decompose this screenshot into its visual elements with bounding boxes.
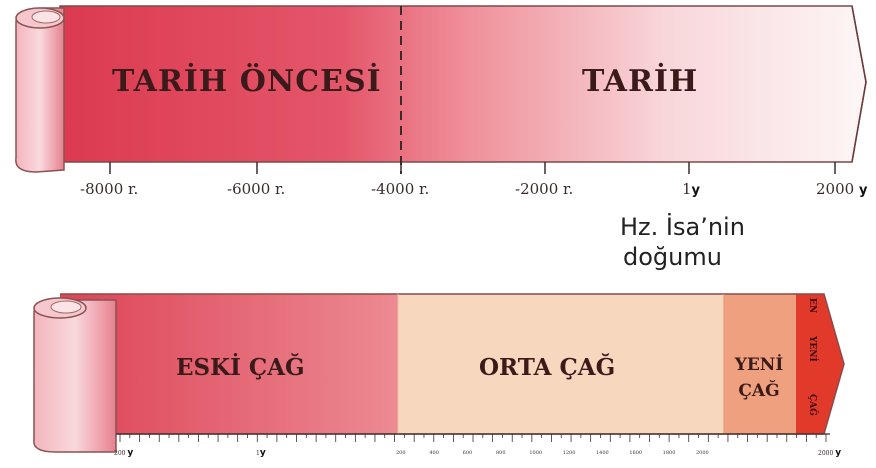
tick-label-minus-4000: -4000 r. [371,180,430,198]
axis2-minor-label: 2000 [696,450,709,456]
tick-label-minus-2000: -2000 r. [515,180,574,198]
axis2-end-label: 2000 y [818,448,842,458]
era-label-new: YENİ ÇAĞ [729,352,789,404]
axis2-minor-label: 200 [396,450,406,456]
axis2-start-label: 200 y [114,448,134,458]
axis2-minor-label: 1400 [596,450,609,456]
note-line-1: Hz. İsa’nin [620,213,745,241]
axis2-minor-label: 600 [462,450,473,456]
axis2-minor-label: 1000 [529,450,543,456]
axis2-minor-label: 1600 [629,450,643,456]
axis2-minor-label: 1800 [662,450,676,456]
era-label-modern-2: YENİ [807,336,817,362]
axis2-minor-label: 1200 [562,450,576,456]
era-label-middle: ORTA ÇAĞ [479,354,616,381]
tick-label-minus-8000: -8000 r. [80,180,139,198]
era-label-history: TARİH [582,64,699,99]
axis2-one-label: 1y [256,448,266,458]
era-label-ancient: ESKİ ÇAĞ [176,354,305,381]
tick-label-minus-6000: -6000 r. [227,180,286,198]
era-label-modern-3: ÇAĞ [807,394,817,416]
era-label-prehistory: TARİH ÖNCESİ [112,64,382,99]
scroll-roll-1 [15,7,65,173]
era-new-line-1: YENİ [734,355,784,375]
axis2-minor-label: 800 [496,450,506,456]
timeline2-minor-ticks [119,434,827,442]
era-label-modern-1: EN [807,298,817,314]
scroll-roll-2 [33,297,117,453]
note-birth-of-jesus: Hz. İsa’nin doğumu [620,212,745,272]
tick-label-1: 1y [682,180,701,198]
timeline1-axis [109,162,836,174]
tick-label-2000: 2000 y [816,180,868,198]
note-line-2: doğumu [623,243,722,271]
era-new-line-2: ÇAĞ [738,381,780,401]
axis2-minor-label: 400 [429,450,439,456]
